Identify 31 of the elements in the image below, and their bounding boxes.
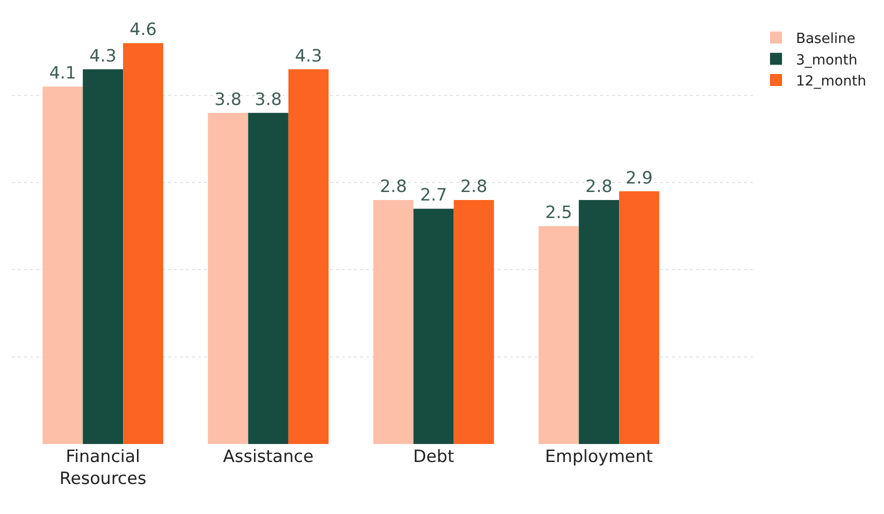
legend-label: 12_month xyxy=(796,73,866,90)
data-label: 2.8 xyxy=(585,176,612,197)
data-label: 2.5 xyxy=(545,203,572,224)
legend-label: Baseline xyxy=(796,31,856,48)
bar xyxy=(578,200,620,444)
bar xyxy=(413,208,454,444)
bar xyxy=(538,226,579,444)
data-label: 4.3 xyxy=(89,46,116,66)
data-label: 3.8 xyxy=(214,90,242,110)
bar xyxy=(373,200,414,444)
data-label: 4.1 xyxy=(49,64,76,84)
data-label: 3.8 xyxy=(254,90,282,110)
x-tick-label: Assistance xyxy=(222,447,314,467)
bar xyxy=(123,43,164,444)
legend-label: 3_month xyxy=(796,52,858,68)
data-label: 2.7 xyxy=(420,186,448,206)
bar xyxy=(82,69,124,444)
x-tick-label: Financial Resources xyxy=(60,447,146,490)
bar xyxy=(208,112,248,444)
x-tick-label: Employment xyxy=(545,447,654,467)
bar xyxy=(454,200,494,444)
data-label: 2.8 xyxy=(380,176,407,197)
data-label: 4.3 xyxy=(294,46,322,66)
bar xyxy=(288,69,329,444)
data-label: 2.8 xyxy=(460,176,488,197)
bar xyxy=(42,86,83,444)
data-label: 2.9 xyxy=(626,168,653,188)
x-tick-label: Debt xyxy=(413,447,454,467)
data-label: 4.6 xyxy=(130,20,157,40)
bar xyxy=(248,112,288,444)
bar xyxy=(619,191,660,444)
